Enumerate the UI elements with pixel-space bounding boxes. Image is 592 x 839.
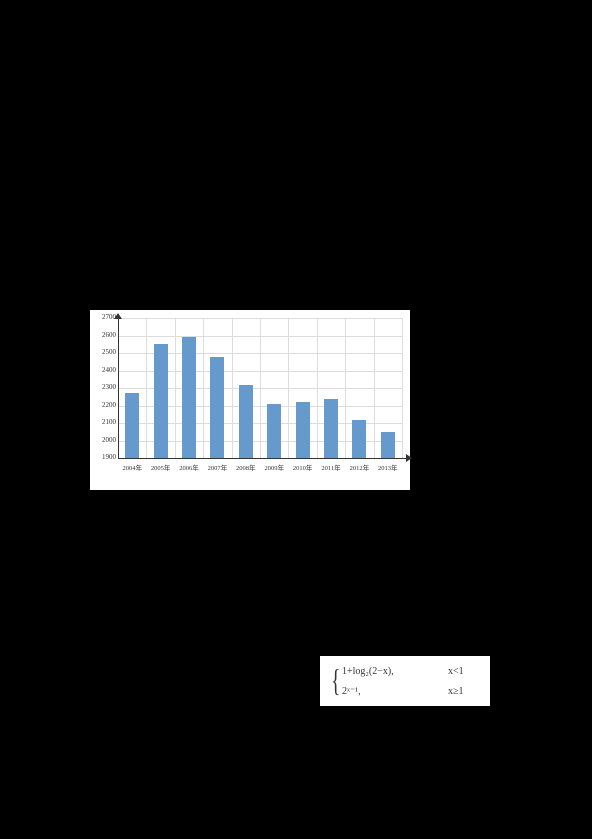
x-tick-label: 2013年 [375,462,401,472]
y-axis-arrow [114,313,122,319]
x-tick-label: 2008年 [233,462,259,472]
grid-line [203,318,204,458]
y-tick-label: 2200 [94,402,116,409]
y-tick-label: 2500 [94,349,116,356]
x-axis [118,458,408,459]
bar [324,399,338,459]
x-tick-label: 2012年 [346,462,372,472]
grid-line [402,318,403,458]
bar [125,393,139,458]
y-tick-label: 2600 [94,332,116,339]
piecewise-formula: { 1+log₂(2−x), x<1 2ˣ⁻¹, x≥1 [320,656,490,706]
bar [296,402,310,458]
y-tick-label: 2300 [94,384,116,391]
grid-line [260,318,261,458]
y-tick-label: 2700 [94,314,116,321]
bar [239,385,253,459]
formula-case-2-expr: 2ˣ⁻¹, [342,686,361,697]
y-tick-label: 2000 [94,437,116,444]
formula-case-2-cond: x≥1 [448,686,464,697]
grid-line [232,318,233,458]
grid-line [146,318,147,458]
formula-case-1-cond: x<1 [448,666,464,677]
x-tick-label: 2007年 [204,462,230,472]
bar [210,357,224,459]
x-tick-label: 2006年 [176,462,202,472]
x-tick-label: 2010年 [290,462,316,472]
x-tick-label: 2011年 [318,462,344,472]
bar [267,404,281,458]
x-tick-label: 2009年 [261,462,287,472]
formula-case-1-expr: 1+log₂(2−x), [342,666,394,677]
x-axis-arrow [406,454,412,462]
bar [182,337,196,458]
bar-chart: 1900 2000 2100 2200 2300 2400 2500 2600 2700 200… [90,310,410,490]
x-tick-label: 2005年 [148,462,174,472]
x-tick-label: 2004年 [119,462,145,472]
y-axis [118,318,119,458]
left-brace: { [331,662,340,699]
y-tick-label: 1900 [94,454,116,461]
grid-line [288,318,289,458]
grid-line [175,318,176,458]
grid-line [317,318,318,458]
y-tick-label: 2400 [94,367,116,374]
grid-line [345,318,346,458]
y-tick-label: 2100 [94,419,116,426]
bar [352,420,366,459]
page-root: 1900 2000 2100 2200 2300 2400 2500 2600 2700 200… [0,0,592,839]
bar [154,344,168,458]
bar [381,432,395,458]
grid-line [374,318,375,458]
